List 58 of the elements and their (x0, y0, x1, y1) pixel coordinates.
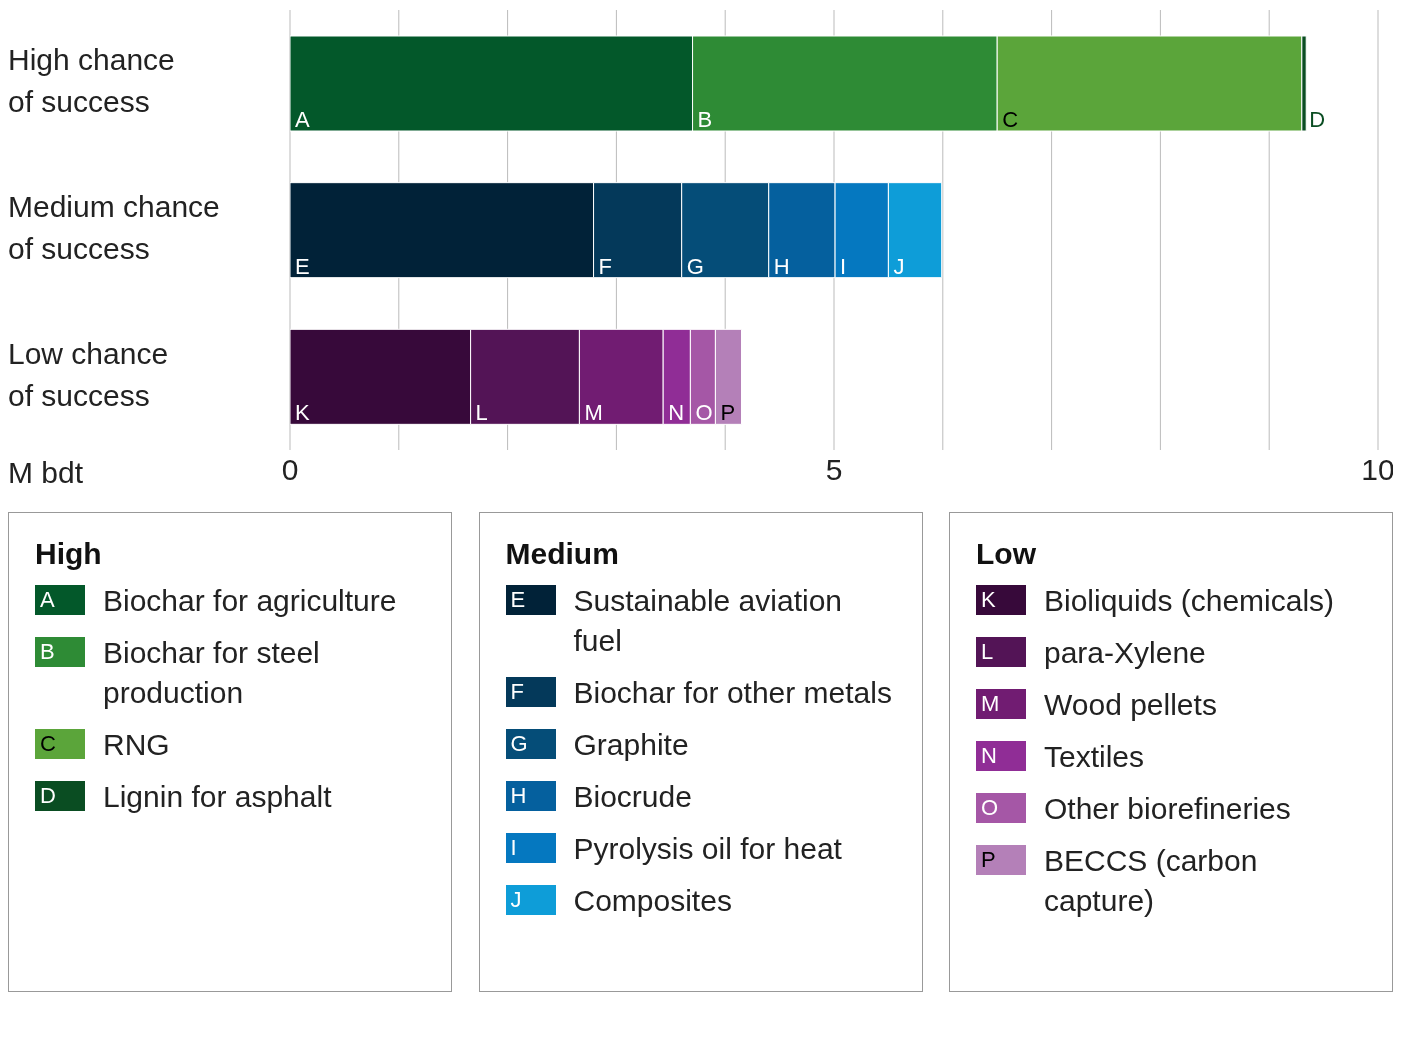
text: P (981, 847, 996, 872)
legend-label: para-Xylene (1044, 635, 1206, 671)
legend-label: Other biorefineries (1044, 791, 1291, 827)
legend-label: Graphite (573, 727, 689, 763)
data-label: K (295, 400, 310, 426)
x-tick-label: 10 (1361, 453, 1395, 486)
legend-label: BECCS (carbon capture) (1044, 843, 1259, 919)
data-label: D (1309, 107, 1326, 132)
legend-label: Sustainable aviation fuel (573, 583, 844, 659)
data-label: F (598, 253, 613, 279)
x-tick-label: 5 (825, 453, 843, 486)
text: B (40, 639, 55, 664)
legend-label: Composites (573, 883, 732, 919)
text: High (35, 537, 103, 571)
data-label: L (475, 400, 488, 426)
data-label: O (695, 400, 713, 426)
legend-label: Biochar for steel production (103, 635, 321, 711)
text: A (40, 587, 55, 612)
text: N (981, 743, 997, 768)
y-tick-label: Low chance of success (8, 336, 169, 412)
data-label: B (697, 107, 713, 132)
text: E (510, 587, 526, 612)
data-label: J (893, 253, 905, 279)
legend-label: Bioliquids (chemicals) (1044, 583, 1335, 619)
x-tick-label: 0 (281, 453, 299, 486)
legend-label: Wood pellets (1044, 687, 1217, 723)
text: F (510, 679, 524, 704)
data-label: A (295, 107, 310, 132)
text: Medium (505, 537, 620, 571)
data-label: C (1002, 107, 1019, 132)
text: M (981, 691, 1000, 716)
data-label: E (295, 253, 310, 279)
legend-label: Textiles (1044, 739, 1145, 775)
legend-label: Biochar for agriculture (103, 583, 397, 619)
legend-label: Biocrude (573, 779, 692, 815)
data-label: I (840, 253, 847, 279)
text: D (40, 783, 56, 808)
text: Low (976, 537, 1037, 571)
text: C (40, 731, 56, 756)
legend-label: RNG (103, 727, 170, 763)
data-label: M (584, 400, 603, 426)
data-label: H (773, 253, 790, 279)
text: H (510, 783, 527, 808)
text: J (510, 887, 522, 912)
text: G (510, 731, 528, 756)
legend-label: Pyrolysis oil for heat (573, 831, 842, 867)
y-tick-label: Medium chance of success (8, 189, 220, 265)
data-label: P (720, 400, 736, 426)
data-label: G (686, 253, 704, 279)
legend-label: Biochar for other metals (573, 675, 892, 711)
data-label: N (668, 400, 685, 426)
text: L (981, 639, 994, 664)
y-tick-label: High chance of success (8, 43, 175, 119)
text: O (981, 795, 999, 820)
legend-label: Lignin for asphalt (103, 779, 332, 815)
x-axis-title: M bdt (8, 456, 84, 490)
text: I (510, 835, 517, 860)
text: K (981, 587, 996, 612)
